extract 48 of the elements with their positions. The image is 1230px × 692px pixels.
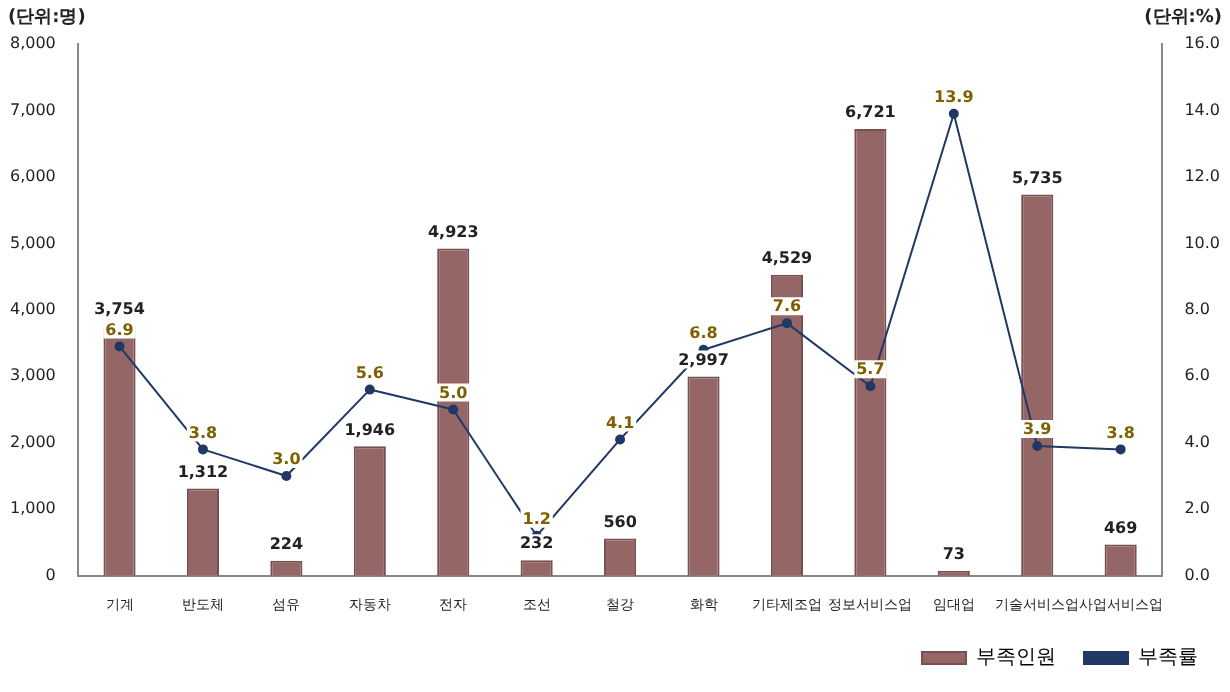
data-label: 6.9 — [105, 320, 135, 339]
y-tick-label: 1,000 — [9, 499, 56, 518]
data-label: 6.8 — [689, 323, 719, 342]
data-label: 232 — [519, 534, 554, 553]
data-label: 4.1 — [605, 413, 636, 432]
y2-tick-label: 0.0 — [1184, 565, 1210, 584]
data-label: 5.0 — [439, 383, 469, 402]
data-label: 2,997 — [678, 350, 729, 369]
y2-axis-title: (단위:%) — [1144, 7, 1222, 28]
data-label: 13.9 — [934, 87, 975, 106]
data-label: 3.9 — [1023, 420, 1053, 439]
y2-tick-label: 6.0 — [1184, 366, 1210, 385]
data-label: 3.8 — [1106, 423, 1136, 442]
data-label: 73 — [942, 544, 965, 563]
y-tick-label: 0 — [45, 565, 56, 584]
y2-tick-label: 12.0 — [1184, 167, 1220, 186]
data-label: 1,946 — [344, 420, 396, 439]
y-tick-label: 5,000 — [9, 233, 56, 252]
y-tick-label: 2,000 — [9, 432, 56, 451]
y2-tick-label: 8.0 — [1184, 300, 1210, 318]
data-label: 5.7 — [856, 360, 885, 379]
legend-label: 부족률 — [1138, 647, 1198, 670]
data-label: 560 — [603, 512, 638, 531]
data-label: 469 — [1103, 518, 1139, 537]
y2-tick-label: 4.0 — [1184, 432, 1210, 451]
data-label: 1,312 — [177, 462, 229, 481]
y2-tick-label: 10.0 — [1184, 233, 1220, 252]
y-tick-label: 6,000 — [9, 167, 56, 186]
y2-tick-label: 16.0 — [1184, 34, 1220, 53]
data-label: 3,754 — [94, 300, 146, 319]
data-label: 1.2 — [522, 509, 551, 528]
data-label: 3.8 — [188, 423, 218, 442]
data-label: 5,735 — [1011, 168, 1064, 187]
y-tick-label: 8,000 — [9, 34, 56, 53]
data-label: 3.0 — [272, 450, 302, 469]
data-label: 4,923 — [427, 222, 479, 241]
data-label: 6,721 — [845, 103, 897, 122]
y2-tick-label: 14.0 — [1184, 100, 1220, 119]
y-axis-title: (단위:명) — [8, 7, 86, 28]
data-label: 224 — [269, 534, 304, 553]
y-tick-label: 7,000 — [9, 100, 56, 119]
data-label: 7.6 — [772, 297, 802, 316]
data-label: 5.6 — [355, 363, 385, 382]
y-tick-label: 3,000 — [9, 366, 56, 385]
y2-tick-label: 2.0 — [1184, 499, 1210, 518]
legend-label: 부족인원 — [976, 647, 1056, 670]
data-label: 4,529 — [761, 248, 814, 267]
y-tick-label: 4,000 — [9, 300, 56, 318]
